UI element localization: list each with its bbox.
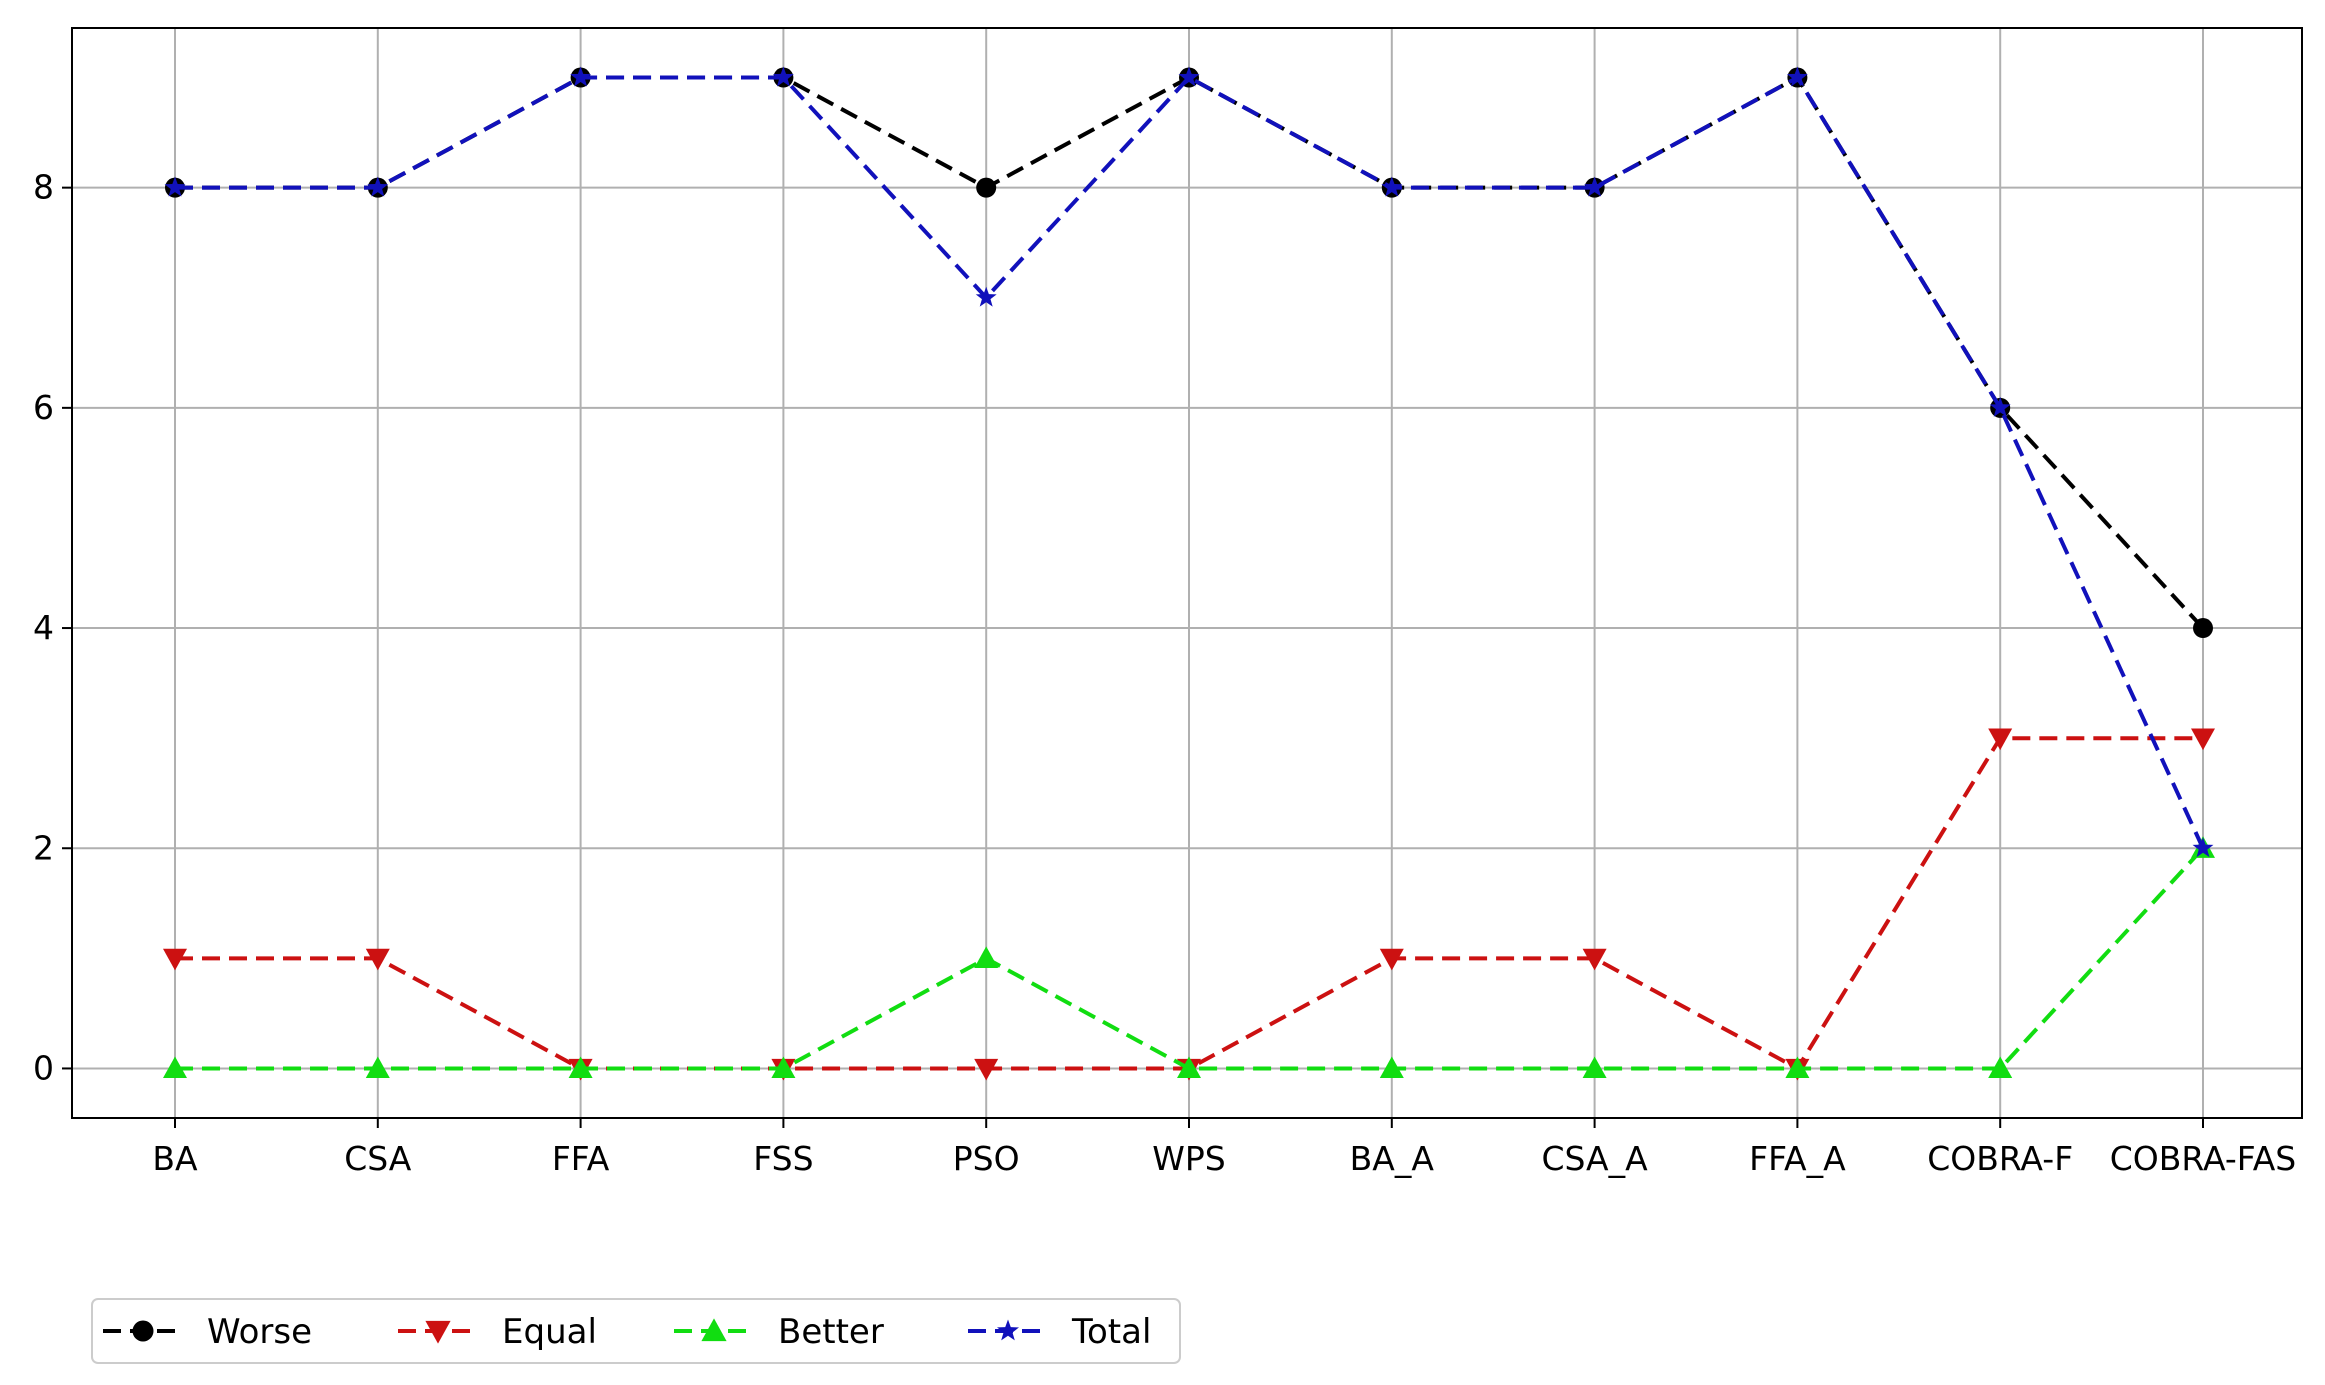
y-tick-label: 4: [33, 608, 54, 647]
data-point-total: [570, 66, 592, 87]
data-point-total: [2192, 837, 2214, 858]
legend-label-total: Total: [1071, 1312, 1151, 1352]
x-tick-label: BA: [152, 1139, 198, 1178]
data-point-total: [1989, 396, 2011, 417]
legend-label-equal: Equal: [502, 1312, 597, 1352]
data-point-worse: [976, 177, 997, 198]
x-tick-label: COBRA-FAS: [2110, 1139, 2296, 1178]
data-point-equal: [1379, 948, 1404, 971]
y-tick-label: 2: [33, 828, 54, 867]
x-tick-label: COBRA-F: [1927, 1139, 2073, 1178]
data-point-worse: [2193, 618, 2213, 639]
x-tick-label: FFA_A: [1749, 1139, 1846, 1178]
legend-item-better: Better: [674, 1312, 884, 1352]
data-point-equal: [2191, 728, 2215, 751]
legend-item-total: Total: [968, 1312, 1151, 1352]
plot-frame: [71, 27, 2303, 1119]
legend: Worse Equal Better Total: [91, 1298, 1181, 1364]
y-tick-label: 8: [33, 168, 54, 207]
data-point-total: [975, 286, 997, 307]
data-point-better: [568, 1056, 593, 1079]
legend-marker-better: [701, 1318, 727, 1342]
series-better: [163, 836, 2215, 1079]
legend-marker-total: [997, 1319, 1019, 1341]
x-tick-label: WPS: [1152, 1139, 1225, 1178]
data-point-total: [1584, 176, 1606, 197]
x-tick-label: CSA_A: [1541, 1139, 1648, 1178]
legend-marker-worse: [132, 1320, 154, 1342]
series-line-total: [175, 75, 2205, 850]
data-point-total: [1381, 176, 1403, 197]
data-point-better: [1582, 1056, 1607, 1079]
data-point-equal: [1582, 948, 1607, 971]
x-tick-label: CSA: [344, 1139, 412, 1178]
data-point-equal: [974, 1058, 999, 1081]
x-tick-label: FFA: [552, 1139, 610, 1178]
legend-label-worse: Worse: [207, 1312, 312, 1352]
data-point-better: [1177, 1056, 1201, 1079]
grid: [72, 28, 2302, 1118]
y-tick-label: 0: [33, 1048, 54, 1087]
x-tick-label: BA_A: [1350, 1139, 1435, 1178]
data-point-better: [365, 1056, 390, 1079]
data-point-equal: [163, 948, 187, 971]
series-total: [164, 66, 2214, 858]
data-point-total: [1178, 66, 1200, 87]
data-point-equal: [365, 948, 390, 971]
data-point-better: [1988, 1056, 2013, 1079]
x-tick-label: FSS: [753, 1139, 813, 1178]
data-point-better: [974, 946, 999, 968]
data-point-better: [1785, 1056, 1810, 1079]
data-point-total: [164, 176, 186, 197]
axis-ticks: 0 2 4 6 8 BA CSA FFA FSS PSO WPS BA_A CSA_A FFA_A COBR…: [33, 168, 2296, 1178]
legend-box: [91, 1298, 1181, 1364]
legend-label-better: Better: [778, 1312, 884, 1352]
data-point-total: [1786, 66, 1808, 87]
data-point-better: [163, 1056, 187, 1079]
data-point-equal: [1988, 728, 2013, 751]
legend-marker-equal: [425, 1320, 451, 1344]
y-tick-label: 6: [33, 388, 54, 427]
data-point-total: [772, 66, 794, 87]
data-point-better: [1379, 1056, 1404, 1079]
data-point-total: [367, 176, 389, 197]
legend-item-worse: Worse: [103, 1312, 312, 1352]
data-point-better: [771, 1056, 796, 1079]
legend-item-equal: Equal: [398, 1312, 597, 1352]
series-group: [163, 66, 2215, 1081]
x-tick-label: PSO: [953, 1139, 1020, 1178]
